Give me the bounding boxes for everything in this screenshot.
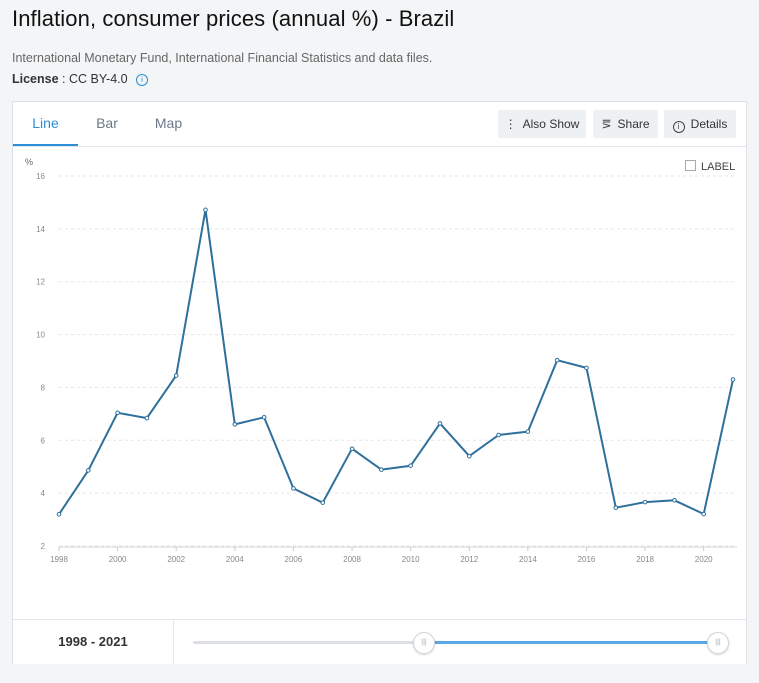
details-label: Details	[690, 117, 728, 131]
data-point	[291, 486, 296, 491]
data-point	[730, 377, 736, 382]
range-label: 1998 - 2021	[13, 620, 174, 664]
data-point	[173, 373, 179, 378]
also-show-label: Also Show	[522, 117, 580, 131]
page-title: Inflation, consumer prices (annual %) - …	[12, 6, 455, 31]
tab-bar[interactable]: Bar	[96, 115, 118, 131]
x-tick-label: 2000	[109, 555, 127, 564]
range-end-handle[interactable]: |||	[707, 632, 729, 654]
range-start-handle[interactable]: |||	[413, 632, 435, 654]
tab-map[interactable]: Map	[154, 115, 183, 131]
label-toggle-text: LABEL	[701, 161, 736, 173]
info-icon[interactable]: i	[136, 74, 149, 86]
line-chart: % 2 4 6 8 10 12 14 16 1998 2000 2002 2004 2006 2008 201…	[25, 157, 737, 564]
tab-line[interactable]: Line	[13, 102, 78, 146]
data-point	[496, 432, 501, 438]
share-icon: ⪚	[601, 117, 612, 131]
details-button[interactable]: i Details	[664, 110, 736, 138]
y-tick-label: 4	[41, 489, 46, 498]
series-line	[58, 208, 734, 515]
x-tick-label: 2008	[343, 555, 361, 564]
y-axis-label: %	[25, 157, 33, 167]
label-toggle[interactable]: LABEL	[685, 160, 735, 173]
data-point	[584, 365, 589, 371]
data-point	[86, 468, 91, 473]
data-point	[203, 207, 208, 213]
label-checkbox[interactable]	[685, 160, 696, 171]
data-point	[466, 453, 472, 459]
data-point	[349, 446, 355, 452]
data-point	[408, 463, 413, 468]
data-point	[642, 499, 648, 505]
x-tick-label: 2014	[519, 555, 537, 564]
share-label: Share	[617, 117, 650, 131]
more-vertical-icon: ⋮	[504, 117, 517, 131]
data-point	[554, 357, 560, 363]
y-tick-label: 14	[36, 225, 45, 234]
y-tick-label: 8	[41, 383, 46, 392]
data-point	[379, 467, 384, 472]
share-button[interactable]: ⪚ Share	[593, 110, 658, 138]
also-show-button[interactable]: ⋮ Also Show	[498, 110, 586, 138]
license-label: License	[12, 72, 59, 86]
data-point	[437, 421, 443, 426]
x-tick-label: 2012	[460, 555, 478, 564]
x-tick-label: 2002	[167, 555, 185, 564]
data-point	[672, 497, 677, 503]
chart-tabs: Line Bar Map ⋮ Also Show ⪚ Share i Details	[13, 102, 746, 147]
y-tick-label: 10	[36, 331, 45, 340]
data-point	[613, 505, 619, 510]
x-tick-label: 2006	[285, 555, 303, 564]
y-tick-label: 6	[41, 436, 46, 445]
x-tick-label: 2010	[402, 555, 420, 564]
data-point	[261, 414, 267, 420]
range-slider[interactable]	[193, 641, 718, 644]
range-footer: 1998 - 2021 ||| |||	[13, 619, 746, 664]
data-point	[701, 511, 706, 517]
y-tick-label: 16	[36, 172, 45, 181]
y-tick-label: 2	[41, 542, 46, 551]
data-point	[56, 511, 62, 517]
x-tick-label: 1998	[50, 555, 68, 564]
x-tick-label: 2018	[636, 555, 654, 564]
x-tick-label: 2004	[226, 555, 244, 564]
y-tick-label: 12	[36, 278, 45, 287]
license-line: License : CC BY-4.0 i	[12, 72, 149, 86]
data-point	[525, 429, 531, 434]
range-slider-fill	[424, 641, 718, 644]
data-point	[320, 500, 326, 505]
data-point	[144, 415, 150, 421]
license-value: : CC BY-4.0	[58, 72, 132, 86]
x-tick-label: 2016	[578, 555, 596, 564]
x-tick-label: 2020	[695, 555, 713, 564]
info-circle-icon: i	[672, 121, 685, 133]
source-text: International Monetary Fund, Internation…	[12, 51, 433, 65]
chart-card: Line Bar Map ⋮ Also Show ⪚ Share i Details …	[12, 101, 747, 664]
data-point	[115, 410, 120, 416]
data-point	[232, 422, 238, 427]
